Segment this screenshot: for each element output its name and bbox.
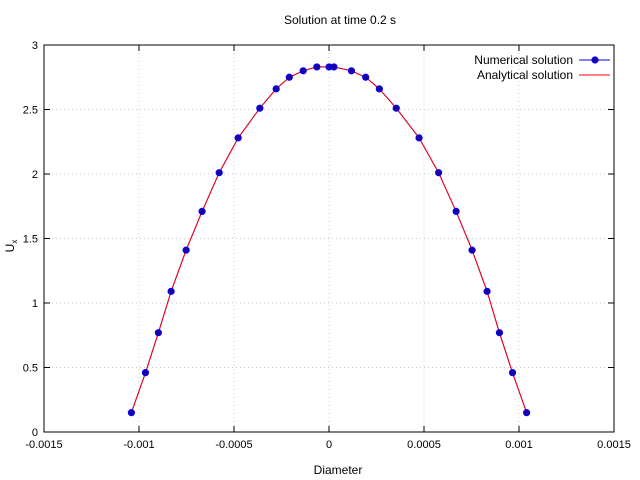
y-axis-label: Ux [3,240,19,253]
x-tick-label: 0.001 [505,439,533,451]
numerical-solution-point [468,246,476,254]
y-tick-label: 1 [32,298,38,310]
numerical-solution-point [285,73,293,81]
numerical-solution-point [272,85,280,93]
y-tick-label: 0 [32,427,38,439]
numerical-solution-point [198,207,206,216]
legend-label-analytical: Analytical solution [477,68,573,82]
numerical-solution-point [154,329,162,337]
y-tick-label: 3 [32,40,38,52]
x-axis-label: Diameter [314,463,363,477]
x-tick-label: -0.001 [123,439,154,451]
numerical-solution-point [299,67,307,75]
y-tick-label: 1.5 [23,234,38,246]
x-tick-label: -0.0005 [215,439,252,451]
numerical-solution-point [435,169,443,177]
numerical-solution-point [330,63,338,71]
numerical-solution-point [495,329,504,337]
numerical-solution-point [215,169,223,177]
numerical-solution-point [256,104,264,112]
numerical-solution-point [167,287,175,295]
legend-label-numerical: Numerical solution [474,53,573,67]
grid-layer [44,45,614,432]
analytical-solution-line [130,66,528,413]
numerical-solution-point [375,85,383,93]
y-tick-label: 2 [32,169,38,181]
y-tick-label: 0.5 [23,363,38,375]
numerical-solution-point [392,104,400,112]
x-tick-label: 0.0005 [407,439,441,451]
x-tick-label: 0.0015 [597,439,631,451]
tick-label-layer: -0.0015 -0.001 -0.0005 0 0.0005 0.001 0.0015 0 0… [23,40,631,451]
numerical-solution-point [362,73,370,81]
numerical-solution-point [508,369,517,377]
y-axis-label-subscript: x [10,240,19,244]
chart-title: Solution at time 0.2 s [284,13,396,27]
numerical-solution-point [313,63,321,71]
x-tick-label: -0.0015 [25,439,62,451]
numerical-solution-point [234,134,242,142]
x-tick-label: 0 [326,439,332,451]
y-axis-label-main: U [3,244,17,253]
series-layer [127,63,531,417]
numerical-solution-point [522,409,531,417]
numerical-solution-point [483,287,491,295]
numerical-solution-point [452,207,460,216]
numerical-solution-point [347,67,356,75]
legend-marker-numerical [591,56,599,64]
legend: Numerical solution Analytical solution [474,53,610,82]
numerical-solution-point [415,134,423,142]
plot-frame [43,44,615,433]
y-tick-label: 2.5 [23,105,38,117]
numerical-solution-point [127,409,135,417]
numerical-solution-point [141,369,150,377]
numerical-solution-point [182,246,190,254]
